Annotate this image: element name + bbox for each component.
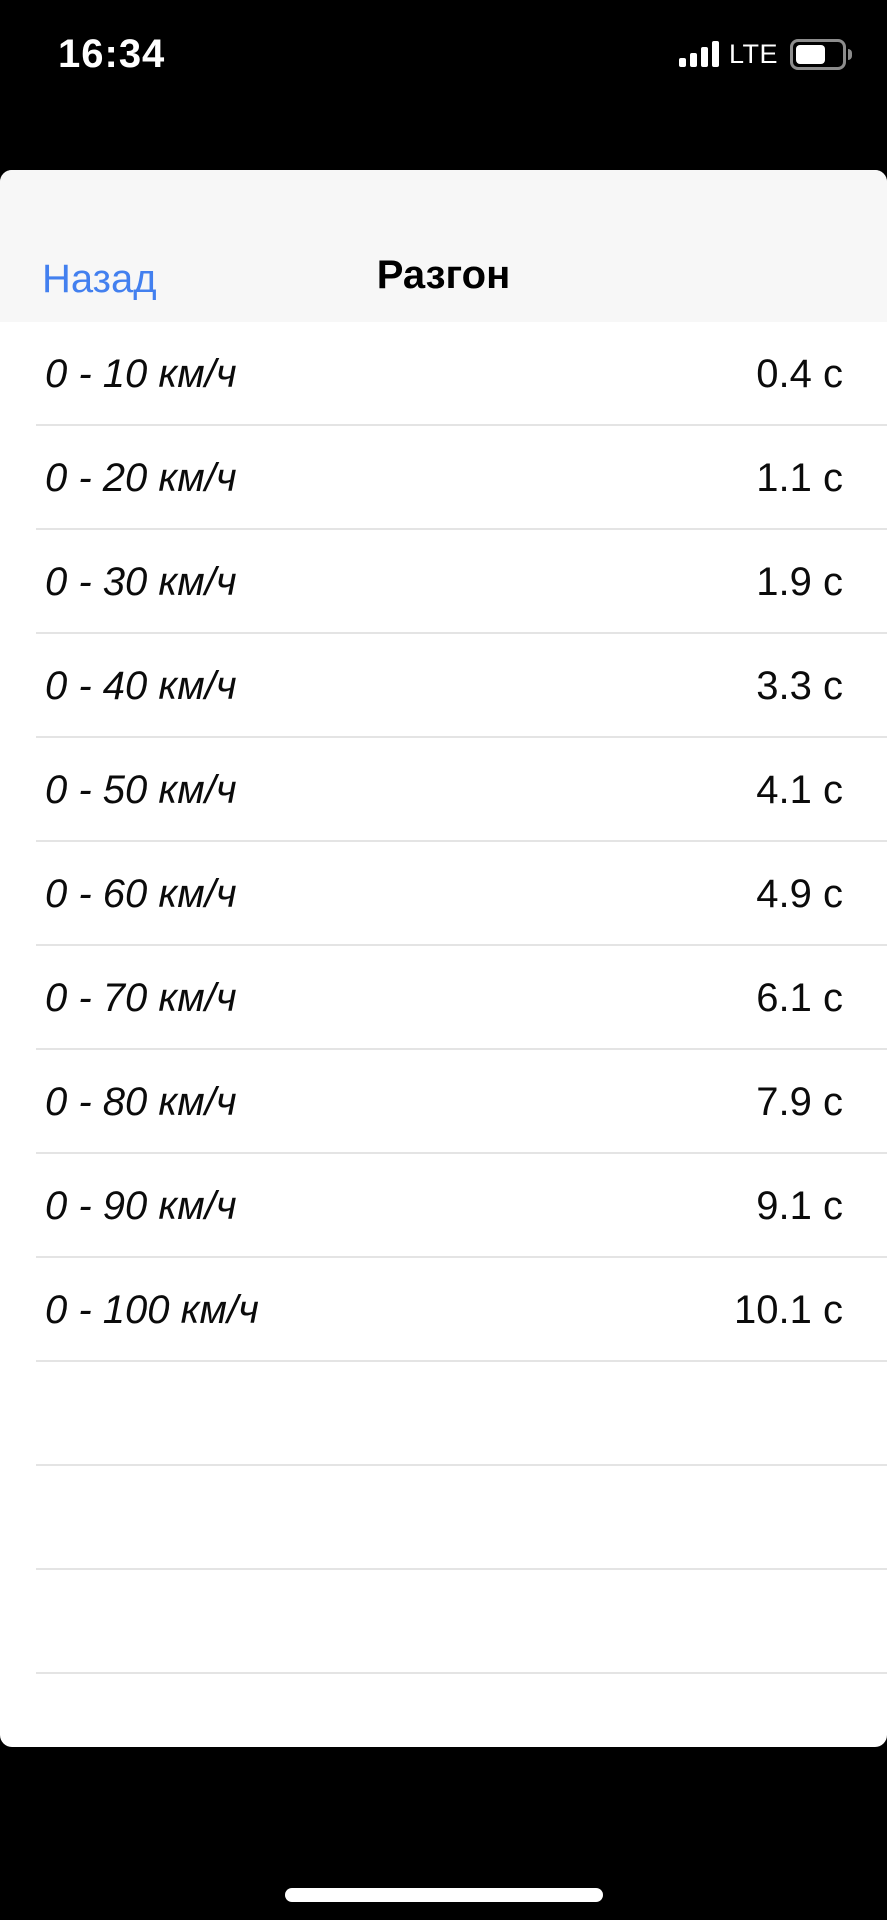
status-time: 16:34 — [58, 31, 166, 76]
table-row: 0 - 60 км/ч 4.9 с — [0, 842, 887, 946]
speed-range-label: 0 - 80 км/ч — [45, 1079, 237, 1124]
speed-range-label: 0 - 20 км/ч — [45, 455, 237, 500]
table-row: 0 - 10 км/ч 0.4 с — [0, 322, 887, 426]
table-row: 0 - 40 км/ч 3.3 с — [0, 634, 887, 738]
battery-nub — [848, 48, 852, 60]
time-value: 7.9 с — [756, 1079, 843, 1124]
speed-range-label: 0 - 40 км/ч — [45, 663, 237, 708]
cellular-signal-icon — [678, 41, 719, 67]
acceleration-table: 0 - 10 км/ч 0.4 с 0 - 20 км/ч 1.1 с 0 - … — [0, 322, 887, 1674]
time-value: 1.9 с — [756, 559, 843, 604]
table-row: 0 - 70 км/ч 6.1 с — [0, 946, 887, 1050]
table-row: 0 - 90 км/ч 9.1 с — [0, 1154, 887, 1258]
table-row: 0 - 80 км/ч 7.9 с — [0, 1050, 887, 1154]
time-value: 6.1 с — [756, 975, 843, 1020]
speed-range-label: 0 - 10 км/ч — [45, 351, 237, 396]
battery-icon — [790, 38, 846, 70]
table-row: 0 - 20 км/ч 1.1 с — [0, 426, 887, 530]
time-value: 10.1 с — [734, 1287, 843, 1332]
nav-bar: Назад Разгон — [0, 170, 887, 322]
back-button[interactable]: Назад — [42, 257, 157, 301]
signal-bar — [711, 41, 719, 67]
speed-range-label: 0 - 90 км/ч — [45, 1183, 237, 1228]
signal-bar — [678, 58, 686, 67]
empty-row — [0, 1362, 887, 1466]
time-value: 0.4 с — [756, 351, 843, 396]
status-icons: LTE — [678, 38, 852, 70]
page-title: Разгон — [376, 253, 511, 297]
signal-bar — [689, 53, 697, 67]
table-row: 0 - 100 км/ч 10.1 с — [0, 1258, 887, 1362]
network-type-label: LTE — [728, 38, 778, 69]
time-value: 1.1 с — [756, 455, 843, 500]
empty-row — [0, 1570, 887, 1674]
speed-range-label: 0 - 70 км/ч — [45, 975, 237, 1020]
signal-bar — [700, 47, 708, 67]
battery-fill — [796, 44, 825, 64]
time-value: 3.3 с — [756, 663, 843, 708]
table-row: 0 - 30 км/ч 1.9 с — [0, 530, 887, 634]
table-row: 0 - 50 км/ч 4.1 с — [0, 738, 887, 842]
time-value: 4.1 с — [756, 767, 843, 812]
speed-range-label: 0 - 60 км/ч — [45, 871, 237, 916]
status-bar: 16:34 LTE — [0, 0, 887, 108]
modal-sheet: Назад Разгон 0 - 10 км/ч 0.4 с 0 - 20 км… — [0, 170, 887, 1747]
home-indicator[interactable] — [285, 1888, 603, 1902]
empty-row — [0, 1466, 887, 1570]
time-value: 9.1 с — [756, 1183, 843, 1228]
speed-range-label: 0 - 30 км/ч — [45, 559, 237, 604]
speed-range-label: 0 - 50 км/ч — [45, 767, 237, 812]
speed-range-label: 0 - 100 км/ч — [45, 1287, 259, 1332]
time-value: 4.9 с — [756, 871, 843, 916]
